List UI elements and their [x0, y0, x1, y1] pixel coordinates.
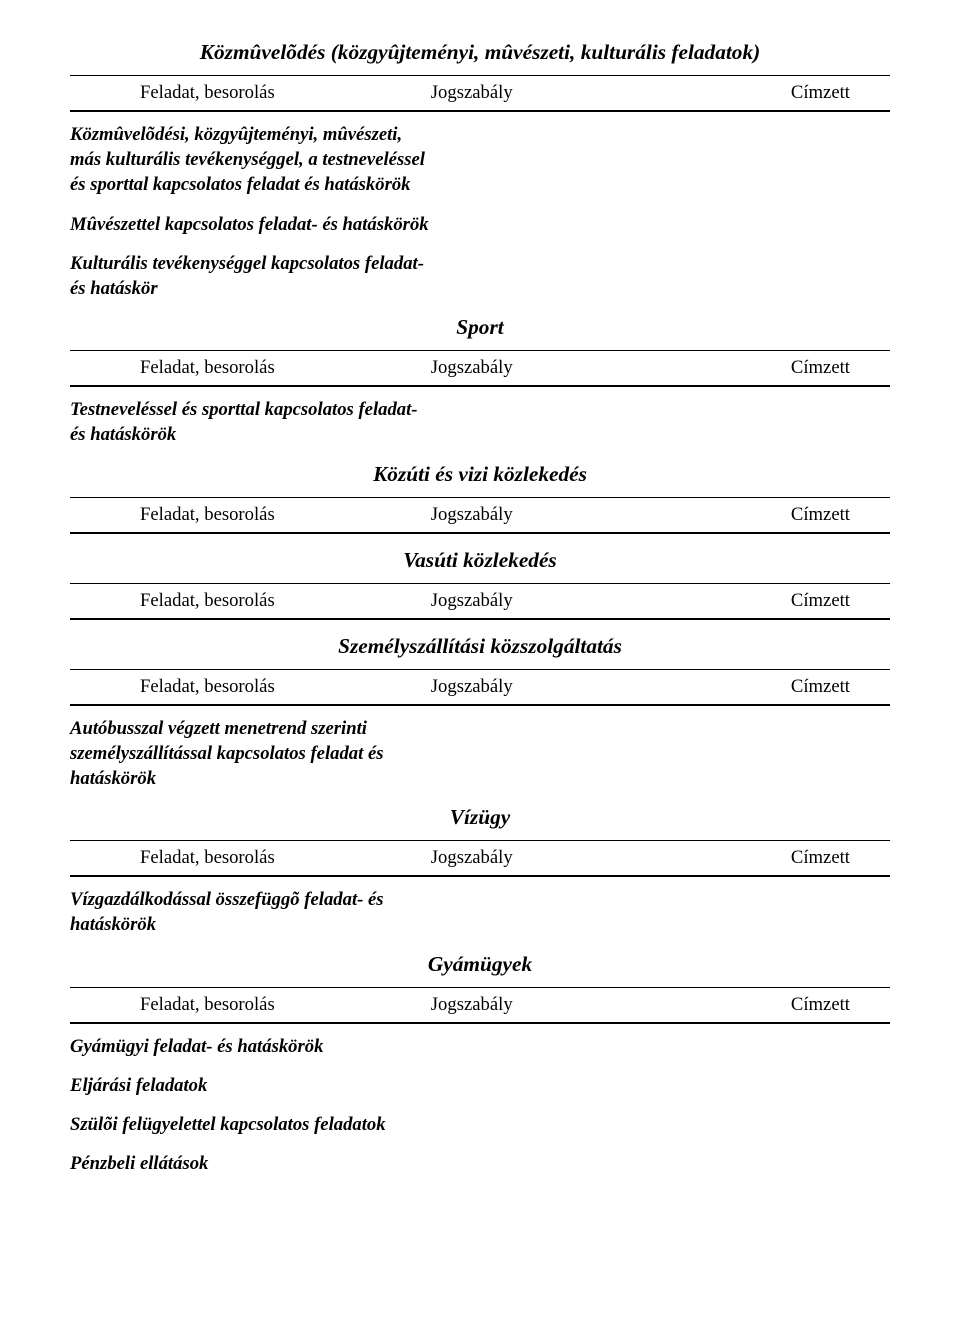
table-header-row: Feladat, besorolás Jogszabály Címzett [70, 76, 890, 110]
section-title: Sport [70, 315, 890, 340]
list-item: Kulturális tevékenységgel kapcsolatos fe… [70, 251, 430, 301]
section-title: Közmûvelõdés (közgyûjteményi, mûvészeti,… [70, 40, 890, 65]
rule-thick [70, 532, 890, 534]
table-header-row: Feladat, besorolás Jogszabály Címzett [70, 670, 890, 704]
section-sport: Sport Feladat, besorolás Jogszabály Címz… [70, 315, 890, 447]
section-vizugy: Vízügy Feladat, besorolás Jogszabály Cím… [70, 805, 890, 937]
table-header-row: Feladat, besorolás Jogszabály Címzett [70, 584, 890, 618]
section-title: Személyszállítási közszolgáltatás [70, 634, 890, 659]
list-item: Szülõi felügyelettel kapcsolatos feladat… [70, 1112, 430, 1137]
table-header-row: Feladat, besorolás Jogszabály Címzett [70, 351, 890, 385]
table-header-row: Feladat, besorolás Jogszabály Címzett [70, 988, 890, 1022]
rule-thick [70, 704, 890, 706]
header-col-jogszabaly: Jogszabály [431, 504, 677, 526]
section-vasuti: Vasúti közlekedés Feladat, besorolás Jog… [70, 548, 890, 620]
header-col-cimzett: Címzett [677, 676, 890, 698]
rule-thick [70, 875, 890, 877]
header-col-jogszabaly: Jogszabály [431, 82, 677, 104]
header-col-feladat: Feladat, besorolás [70, 357, 431, 379]
header-col-feladat: Feladat, besorolás [70, 994, 431, 1016]
list-item: Eljárási feladatok [70, 1073, 430, 1098]
section-kozuti: Közúti és vizi közlekedés Feladat, besor… [70, 462, 890, 534]
section-title: Vasúti közlekedés [70, 548, 890, 573]
section-title: Vízügy [70, 805, 890, 830]
header-col-cimzett: Címzett [677, 357, 890, 379]
header-col-cimzett: Címzett [677, 504, 890, 526]
header-col-feladat: Feladat, besorolás [70, 82, 431, 104]
rule-thick [70, 385, 890, 387]
section-szemelyszallitasi: Személyszállítási közszolgáltatás Felada… [70, 634, 890, 792]
header-col-feladat: Feladat, besorolás [70, 847, 431, 869]
header-col-jogszabaly: Jogszabály [431, 994, 677, 1016]
header-col-feladat: Feladat, besorolás [70, 676, 431, 698]
section-gyamugyek: Gyámügyek Feladat, besorolás Jogszabály … [70, 952, 890, 1177]
header-col-feladat: Feladat, besorolás [70, 590, 431, 612]
table-header-row: Feladat, besorolás Jogszabály Címzett [70, 498, 890, 532]
header-col-feladat: Feladat, besorolás [70, 504, 431, 526]
header-col-jogszabaly: Jogszabály [431, 357, 677, 379]
header-col-jogszabaly: Jogszabály [431, 590, 677, 612]
list-item: Gyámügyi feladat- és hatáskörök [70, 1034, 430, 1059]
list-item: Vízgazdálkodással összefüggõ feladat- és… [70, 887, 430, 937]
list-item: Autóbusszal végzett menetrend szerinti s… [70, 716, 430, 792]
header-col-jogszabaly: Jogszabály [431, 676, 677, 698]
header-col-jogszabaly: Jogszabály [431, 847, 677, 869]
list-item: Mûvészettel kapcsolatos feladat- és hatá… [70, 212, 430, 237]
section-title: Gyámügyek [70, 952, 890, 977]
header-col-cimzett: Címzett [677, 590, 890, 612]
header-col-cimzett: Címzett [677, 82, 890, 104]
section-kozmuvelodes: Közmûvelõdés (közgyûjteményi, mûvészeti,… [70, 40, 890, 301]
header-col-cimzett: Címzett [677, 847, 890, 869]
list-item: Pénzbeli ellátások [70, 1151, 430, 1176]
rule-thick [70, 110, 890, 112]
list-item: Testneveléssel és sporttal kapcsolatos f… [70, 397, 430, 447]
list-item: Közmûvelõdési, közgyûjteményi, mûvészeti… [70, 122, 430, 198]
section-title: Közúti és vizi közlekedés [70, 462, 890, 487]
header-col-cimzett: Címzett [677, 994, 890, 1016]
table-header-row: Feladat, besorolás Jogszabály Címzett [70, 841, 890, 875]
rule-thick [70, 1022, 890, 1024]
rule-thick [70, 618, 890, 620]
